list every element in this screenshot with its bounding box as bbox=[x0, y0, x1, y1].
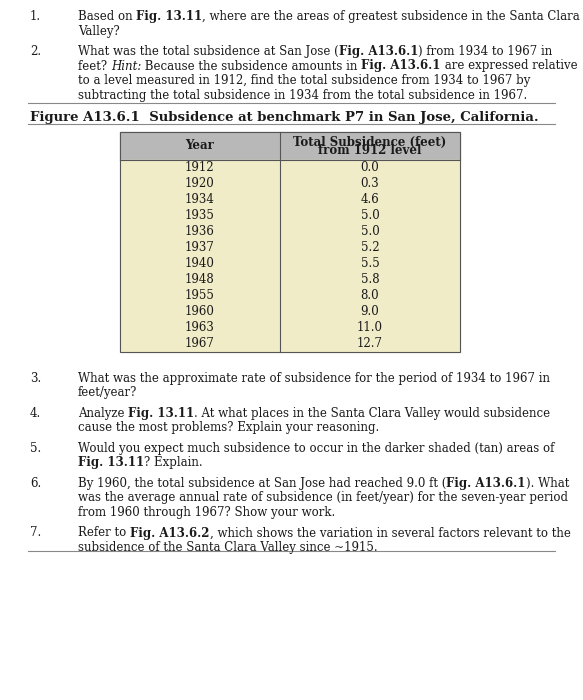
Text: . At what places in the Santa Clara Valley would subsidence: . At what places in the Santa Clara Vall… bbox=[194, 407, 550, 420]
Text: , where are the areas of greatest subsidence in the Santa Clara: , where are the areas of greatest subsid… bbox=[202, 10, 580, 23]
Text: 1920: 1920 bbox=[185, 177, 215, 190]
Text: to a level measured in 1912, find the total subsidence from 1934 to 1967 by: to a level measured in 1912, find the to… bbox=[78, 74, 531, 87]
Text: 1936: 1936 bbox=[185, 225, 215, 238]
Text: 1912: 1912 bbox=[185, 161, 215, 174]
Text: Fig. A13.6.1: Fig. A13.6.1 bbox=[339, 45, 418, 58]
Text: from 1912 level: from 1912 level bbox=[318, 144, 422, 158]
Text: By 1960, the total subsidence at San Jose had reached 9.0 ft (: By 1960, the total subsidence at San Jos… bbox=[78, 477, 447, 490]
Text: 1940: 1940 bbox=[185, 257, 215, 270]
Text: 1960: 1960 bbox=[185, 305, 215, 318]
Text: Total Subsidence (feet): Total Subsidence (feet) bbox=[293, 136, 447, 149]
Text: are expressed relative: are expressed relative bbox=[441, 60, 577, 73]
Text: Fig. 13.11: Fig. 13.11 bbox=[128, 407, 194, 420]
Text: ? Explain.: ? Explain. bbox=[144, 456, 203, 470]
Text: Figure A13.6.1: Figure A13.6.1 bbox=[30, 111, 140, 124]
Text: Year: Year bbox=[185, 139, 215, 152]
Text: feet/year?: feet/year? bbox=[78, 386, 138, 400]
Text: Because the subsidence amounts in: Because the subsidence amounts in bbox=[141, 60, 361, 73]
Text: 11.0: 11.0 bbox=[357, 321, 383, 334]
Bar bbox=[120, 132, 460, 351]
Text: 5.8: 5.8 bbox=[361, 273, 379, 286]
Text: Refer to: Refer to bbox=[78, 526, 130, 540]
Text: What was the approximate rate of subsidence for the period of 1934 to 1967 in: What was the approximate rate of subside… bbox=[78, 372, 550, 385]
Text: Based on: Based on bbox=[78, 10, 136, 23]
Text: 1967: 1967 bbox=[185, 337, 215, 350]
Text: 9.0: 9.0 bbox=[360, 305, 380, 318]
Text: cause the most problems? Explain your reasoning.: cause the most problems? Explain your re… bbox=[78, 421, 380, 435]
Text: 1.: 1. bbox=[30, 10, 41, 23]
Text: Valley?: Valley? bbox=[78, 25, 120, 38]
Text: 2.: 2. bbox=[30, 45, 41, 58]
Text: Fig. A13.6.2: Fig. A13.6.2 bbox=[130, 526, 209, 540]
Text: What was the total subsidence at San Jose (: What was the total subsidence at San Jos… bbox=[78, 45, 339, 58]
Text: from 1960 through 1967? Show your work.: from 1960 through 1967? Show your work. bbox=[78, 506, 335, 519]
Text: Would you expect much subsidence to occur in the darker shaded (tan) areas of: Would you expect much subsidence to occu… bbox=[78, 442, 554, 455]
Text: subtracting the total subsidence in 1934 from the total subsidence in 1967.: subtracting the total subsidence in 1934… bbox=[78, 88, 527, 102]
Text: Fig. A13.6.1: Fig. A13.6.1 bbox=[361, 60, 441, 73]
Bar bbox=[120, 132, 460, 160]
Text: Fig. 13.11: Fig. 13.11 bbox=[136, 10, 202, 23]
Text: subsidence of the Santa Clara Valley since ~1915.: subsidence of the Santa Clara Valley sin… bbox=[78, 541, 378, 554]
Text: 1935: 1935 bbox=[185, 209, 215, 222]
Text: 0.3: 0.3 bbox=[360, 177, 380, 190]
Text: feet?: feet? bbox=[78, 60, 111, 73]
Text: 5.0: 5.0 bbox=[360, 225, 380, 238]
Text: 4.6: 4.6 bbox=[360, 193, 380, 206]
Text: 6.: 6. bbox=[30, 477, 41, 490]
Text: Fig. A13.6.1: Fig. A13.6.1 bbox=[447, 477, 526, 490]
Text: 5.0: 5.0 bbox=[360, 209, 380, 222]
Text: 12.7: 12.7 bbox=[357, 337, 383, 350]
Text: 8.0: 8.0 bbox=[361, 289, 379, 302]
Text: ) from 1934 to 1967 in: ) from 1934 to 1967 in bbox=[418, 45, 552, 58]
Text: 1937: 1937 bbox=[185, 241, 215, 254]
Text: Analyze: Analyze bbox=[78, 407, 128, 420]
Text: 1955: 1955 bbox=[185, 289, 215, 302]
Text: 5.2: 5.2 bbox=[361, 241, 379, 254]
Text: 4.: 4. bbox=[30, 407, 41, 420]
Text: , which shows the variation in several factors relevant to the: , which shows the variation in several f… bbox=[209, 526, 570, 540]
Text: Subsidence at benchmark P7 in San Jose, California.: Subsidence at benchmark P7 in San Jose, … bbox=[140, 111, 538, 124]
Text: 5.5: 5.5 bbox=[360, 257, 380, 270]
Text: 0.0: 0.0 bbox=[360, 161, 380, 174]
Text: was the average annual rate of subsidence (in feet/year) for the seven-year peri: was the average annual rate of subsidenc… bbox=[78, 491, 568, 505]
Bar bbox=[120, 160, 460, 351]
Text: 1963: 1963 bbox=[185, 321, 215, 334]
Text: Fig. 13.11: Fig. 13.11 bbox=[78, 456, 144, 470]
Text: 7.: 7. bbox=[30, 526, 41, 540]
Text: Hint:: Hint: bbox=[111, 60, 141, 73]
Text: 5.: 5. bbox=[30, 442, 41, 455]
Text: 1934: 1934 bbox=[185, 193, 215, 206]
Text: ). What: ). What bbox=[526, 477, 569, 490]
Text: 1948: 1948 bbox=[185, 273, 215, 286]
Text: 3.: 3. bbox=[30, 372, 41, 385]
